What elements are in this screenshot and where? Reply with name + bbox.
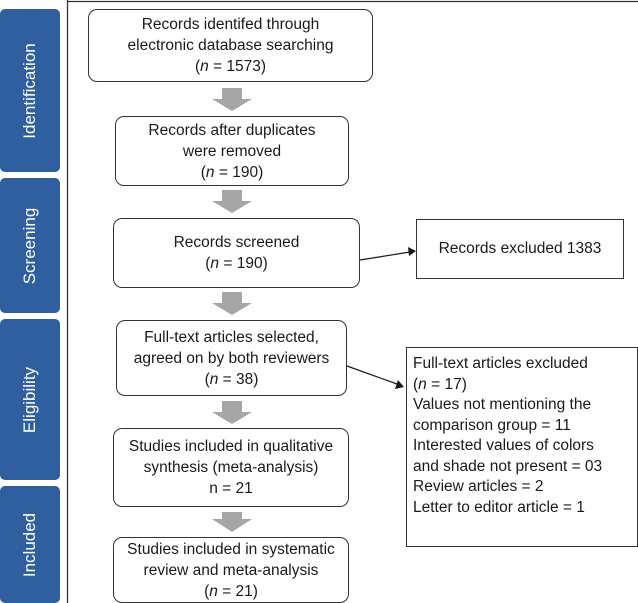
- fulltext-selected-box: Full-text articles selected, agreed on b…: [116, 320, 347, 396]
- n-symbol: n: [418, 375, 427, 393]
- arrowhead-records-excluded: [408, 247, 416, 256]
- n-symbol: n: [209, 582, 218, 600]
- down-arrow-3: [212, 292, 252, 315]
- fulltext-selected-line1: Full-text articles selected,: [144, 328, 319, 346]
- records-screened-count: (n = 190): [205, 255, 268, 272]
- n-symbol: n: [205, 163, 215, 181]
- fulltext-selected-line2: agreed on by both reviewers: [133, 349, 330, 367]
- n-symbol: n: [210, 255, 220, 272]
- phase-included: Included: [0, 486, 60, 603]
- down-arrow-2: [212, 190, 252, 213]
- phase-eligibility-label: Eligibility: [20, 366, 39, 433]
- records-deduplicated-count: (n = 190): [200, 163, 264, 181]
- records-deduplicated-line2: were removed: [182, 142, 282, 160]
- fulltext-excluded-count: (n = 17): [413, 375, 467, 393]
- records-excluded-box: Records excluded 1383: [416, 219, 624, 279]
- systematic-review-box: Studies included in systematic review an…: [113, 537, 349, 603]
- systematic-review-count-value: = 21): [217, 582, 258, 600]
- records-deduplicated-count-value: = 190): [214, 163, 264, 181]
- n-symbol: n: [200, 58, 209, 75]
- fulltext-excluded-box: Full-text articles excluded (n = 17) Val…: [406, 347, 638, 547]
- qualitative-synthesis-box: Studies included in qualitative synthesi…: [113, 428, 349, 507]
- phase-included-label: Included: [20, 512, 39, 577]
- records-identified-count-value: = 1573): [208, 58, 267, 75]
- n-symbol: n: [209, 370, 219, 388]
- records-identified-box: Records identifed through electronic dat…: [88, 9, 373, 82]
- qualitative-synthesis-line1: Studies included in qualitative: [128, 438, 334, 455]
- phase-screening-label: Screening: [20, 207, 39, 284]
- records-screened-line1: Records screened: [173, 234, 300, 251]
- phase-eligibility: Eligibility: [0, 319, 60, 480]
- fulltext-excluded-title: Full-text articles excluded: [413, 355, 588, 372]
- qualitative-synthesis-count: n = 21: [209, 480, 253, 497]
- arrow-to-records-excluded: [359, 251, 411, 261]
- fulltext-selected-count: (n = 38): [204, 370, 259, 388]
- exclusion-reason-3: Review articles = 2: [413, 478, 544, 495]
- exclusion-reason-2-line1: Interested values of colors: [413, 437, 594, 454]
- records-deduplicated-line1: Records after duplicates: [148, 121, 316, 139]
- exclusion-reason-2-line2: and shade not present = 03: [413, 457, 603, 475]
- qualitative-synthesis-line2: synthesis (meta-analysis): [143, 459, 319, 476]
- records-screened-count-value: = 190): [219, 255, 268, 272]
- exclusion-reason-1-line1: Values not mentioning the: [413, 396, 592, 413]
- down-arrow-4: [212, 401, 252, 424]
- arrowhead-fulltext-excluded: [395, 380, 404, 389]
- phase-identification: Identification: [0, 9, 60, 172]
- systematic-review-line1: Studies included in systematic: [127, 540, 335, 558]
- records-identified-count: (n = 1573): [194, 58, 267, 75]
- records-identified-line1: Records identifed through: [141, 16, 320, 33]
- records-excluded-label: Records excluded 1383: [438, 240, 602, 257]
- records-deduplicated-box: Records after duplicates were removed (n…: [115, 116, 349, 186]
- down-arrow-5: [212, 512, 252, 532]
- systematic-review-line2: review and meta-analysis: [143, 561, 319, 579]
- arrow-to-fulltext-excluded: [346, 365, 398, 385]
- systematic-review-count: (n = 21): [204, 582, 258, 600]
- phase-screening: Screening: [0, 178, 60, 313]
- phase-identification-label: Identification: [20, 42, 39, 139]
- exclusion-reason-1-line2: comparison group = 11: [413, 416, 571, 434]
- records-screened-box: Records screened (n = 190): [113, 218, 360, 288]
- fulltext-excluded-count-value: = 17): [426, 375, 467, 393]
- down-arrow-1: [212, 88, 252, 111]
- fulltext-selected-count-value: = 38): [218, 370, 259, 388]
- records-identified-line2: electronic database searching: [127, 37, 334, 54]
- exclusion-reason-4: Letter to editor article = 1: [413, 498, 585, 516]
